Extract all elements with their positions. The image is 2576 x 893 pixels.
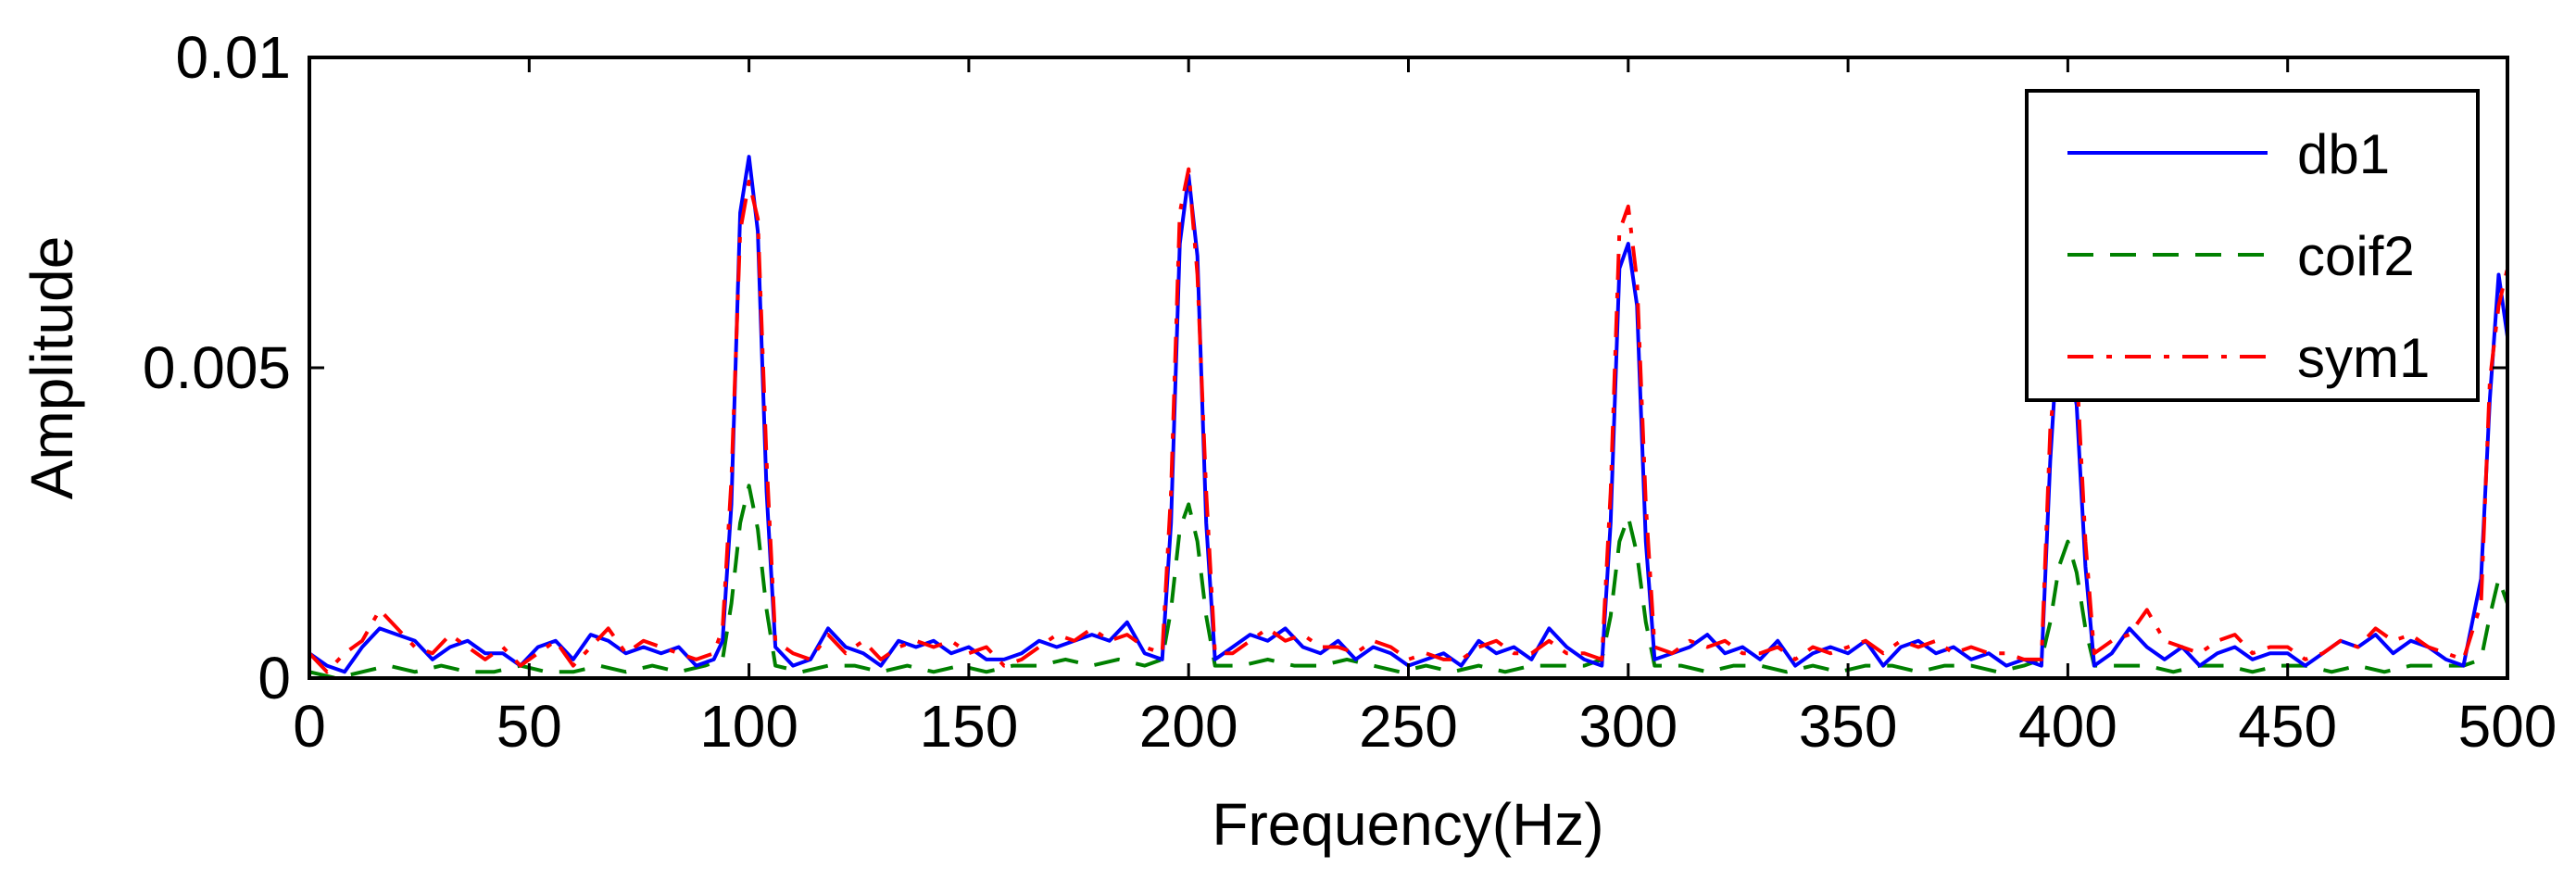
ticks-layer: 0 50 100 150 200 250 300 350 400 450 500 0 0.005 0.01 <box>143 24 2557 760</box>
x-tick-label: 0 <box>293 693 326 760</box>
legend: db1 coif2 sym1 <box>2025 89 2480 402</box>
x-axis-label: Frequency(Hz) <box>1212 791 1603 858</box>
x-tick-label: 100 <box>699 693 798 760</box>
series-line-db1 <box>308 155 2509 674</box>
legend-label-coif2: coif2 <box>2297 225 2415 287</box>
x-tick-label: 150 <box>920 693 1019 760</box>
x-tick-label: 350 <box>1799 693 1898 760</box>
x-tick-label: 200 <box>1139 693 1238 760</box>
legend-label-sym1: sym1 <box>2297 327 2430 389</box>
y-tick-label: 0.01 <box>175 24 291 91</box>
y-tick-label: 0 <box>258 645 291 711</box>
x-tick-label: 400 <box>2018 693 2117 760</box>
x-tick-label: 300 <box>1578 693 1678 760</box>
x-tick-label: 450 <box>2238 693 2337 760</box>
x-tick-label: 500 <box>2458 693 2557 760</box>
series-line-sym1 <box>308 167 2509 674</box>
series-line-coif2 <box>308 484 2509 680</box>
legend-label-db1: db1 <box>2297 123 2390 185</box>
x-tick-label: 50 <box>496 693 562 760</box>
x-tick-label: 250 <box>1359 693 1458 760</box>
y-tick-label: 0.005 <box>143 334 291 401</box>
legend-entries: db1 coif2 sym1 <box>2067 123 2430 389</box>
legend-box <box>2025 89 2480 402</box>
series-layer <box>308 155 2509 680</box>
y-axis-label: Amplitude <box>19 236 85 500</box>
